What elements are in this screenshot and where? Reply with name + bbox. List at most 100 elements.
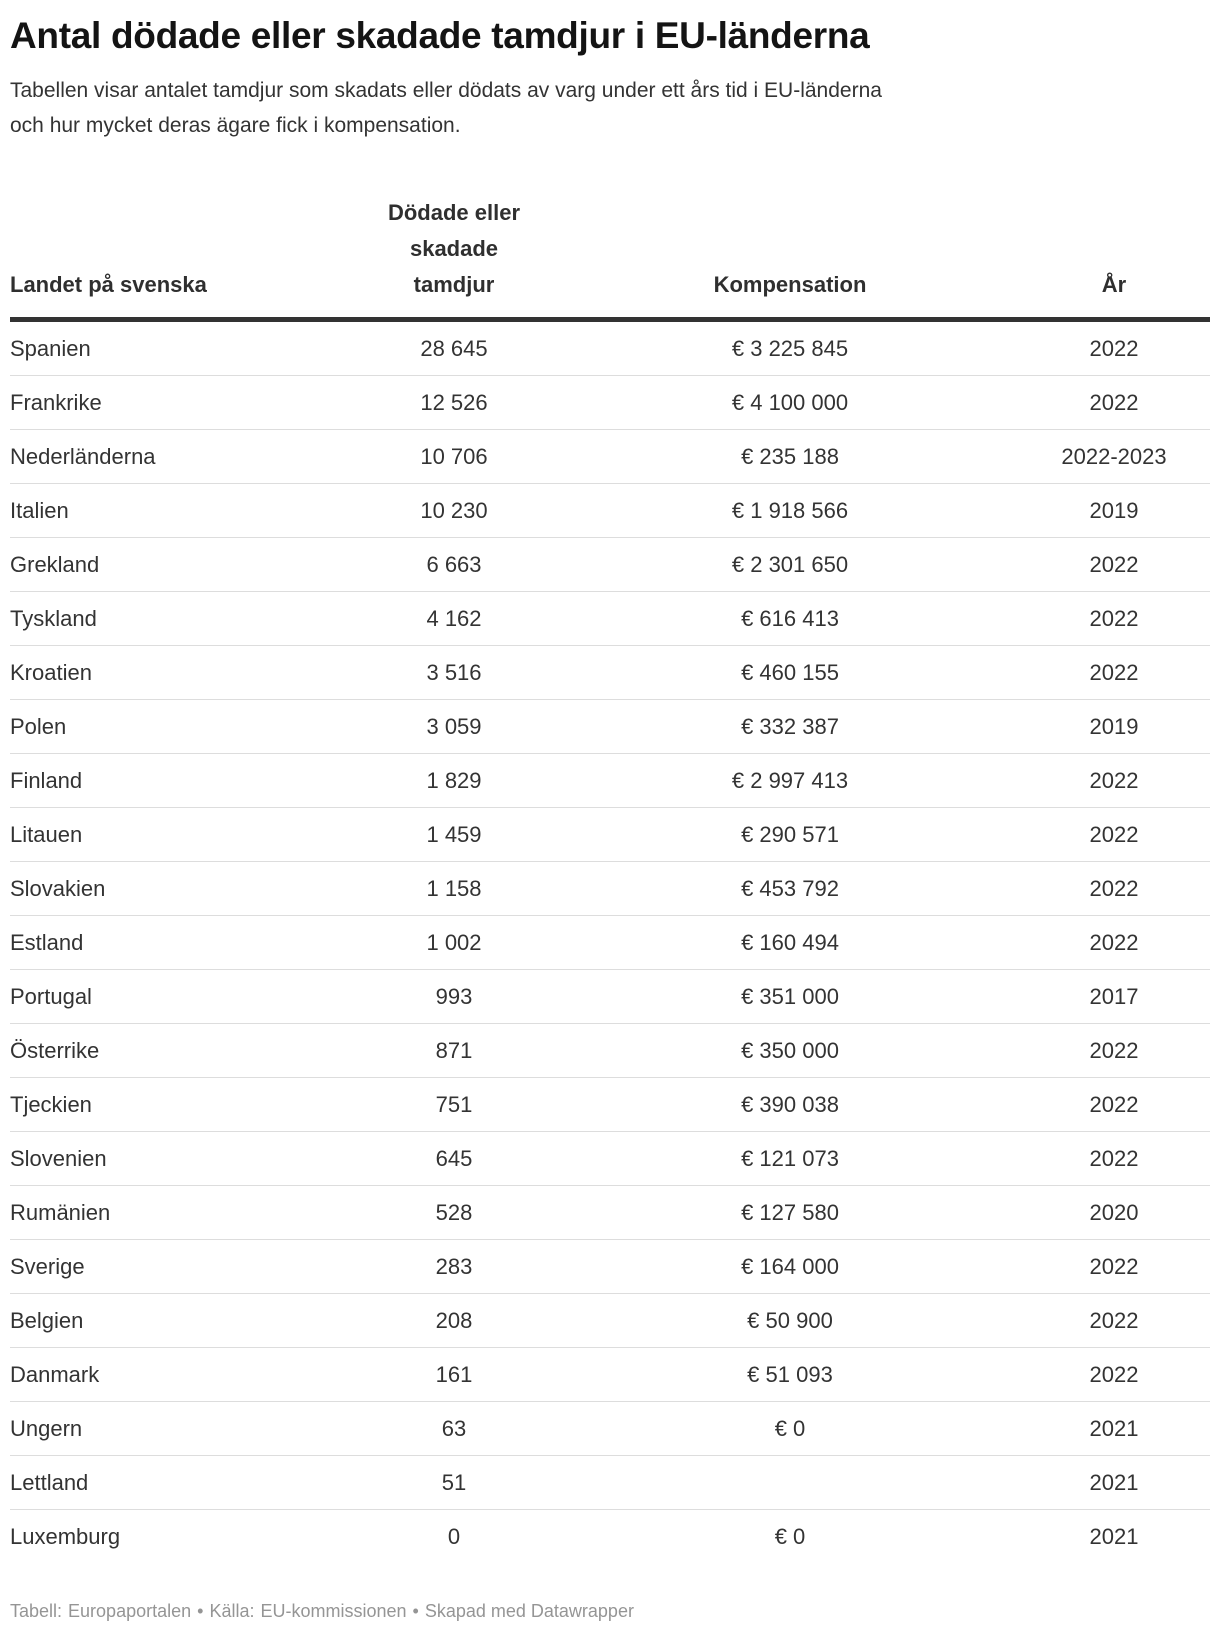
cell-compensation: € 160 494 — [562, 915, 1018, 970]
table-row: Frankrike 12 526 € 4 100 000 2022 — [10, 375, 1210, 430]
cell-killed-injured: 161 — [346, 1347, 562, 1402]
cell-country: Rumänien — [10, 1185, 346, 1240]
cell-year: 2022 — [1018, 807, 1210, 862]
table-row: Luxemburg 0 € 0 2021 — [10, 1510, 1210, 1564]
cell-country: Portugal — [10, 969, 346, 1024]
table-row: Finland 1 829 € 2 997 413 2022 — [10, 753, 1210, 808]
cell-killed-injured: 528 — [346, 1185, 562, 1240]
cell-country: Nederländerna — [10, 429, 346, 484]
cell-compensation: € 164 000 — [562, 1239, 1018, 1294]
cell-killed-injured: 645 — [346, 1131, 562, 1186]
cell-year: 2020 — [1018, 1185, 1210, 1240]
attribution: Tabell: Europaportalen • Källa: EU-kommi… — [10, 1599, 1210, 1623]
cell-country: Litauen — [10, 807, 346, 862]
cell-killed-injured: 51 — [346, 1455, 562, 1510]
cell-compensation: € 290 571 — [562, 807, 1018, 862]
cell-killed-injured: 63 — [346, 1401, 562, 1456]
column-header-killed-injured: Dödade eller skadade tamdjur — [346, 195, 562, 322]
cell-compensation: € 332 387 — [562, 699, 1018, 754]
table-row: Rumänien 528 € 127 580 2020 — [10, 1185, 1210, 1240]
cell-compensation: € 453 792 — [562, 861, 1018, 916]
cell-compensation: € 0 — [774, 1524, 806, 1549]
cell-year: 2022 — [1018, 1347, 1210, 1402]
cell-year: 2022 — [1018, 915, 1210, 970]
table-row: Belgien 208 € 50 900 2022 — [10, 1293, 1210, 1348]
table-row: Sverige 283 € 164 000 2022 — [10, 1239, 1210, 1294]
cell-country: Italien — [10, 483, 346, 538]
cell-killed-injured: 10 706 — [346, 429, 562, 484]
cell-compensation: € 235 188 — [562, 429, 1018, 484]
cell-killed-injured: 1 829 — [346, 753, 562, 808]
table-row: Polen 3 059 € 332 387 2019 — [10, 699, 1210, 754]
cell-compensation — [562, 1455, 1018, 1510]
cell-compensation: € 460 155 — [562, 645, 1018, 700]
cell-country: Danmark — [10, 1347, 346, 1402]
cell-compensation: € 127 580 — [562, 1185, 1018, 1240]
bullet-separator: • — [412, 1601, 419, 1621]
cell-killed-injured: 993 — [346, 969, 562, 1024]
table-row: Danmark 161 € 51 093 2022 — [10, 1347, 1210, 1402]
cell-year: 2022 — [1018, 645, 1210, 700]
column-header-country: Landet på svenska — [10, 195, 346, 322]
cell-killed-injured: 3 059 — [346, 699, 562, 754]
cell-country: Kroatien — [10, 645, 346, 700]
cell-year: 2022 — [1018, 861, 1210, 916]
cell-killed-injured: 751 — [346, 1077, 562, 1132]
cell-year: 2022 — [1018, 319, 1210, 376]
cell-compensation: € 4 100 000 — [562, 375, 1018, 430]
table-header-row: Landet på svenska Dödade eller skadade t… — [10, 195, 1210, 322]
cell-country: Lettland — [10, 1455, 346, 1510]
cell-killed-injured: 28 645 — [346, 319, 562, 376]
cell-country: Slovakien — [10, 861, 346, 916]
cell-compensation: € 0 — [562, 1401, 1018, 1456]
data-table: Landet på svenska Dödade eller skadade t… — [10, 195, 1210, 1563]
table-row: Tyskland 4 162 € 616 413 2022 — [10, 591, 1210, 646]
cell-year: 2019 — [1018, 699, 1210, 754]
cell-killed-injured: 1 158 — [346, 861, 562, 916]
source-label: Källa: — [209, 1601, 255, 1621]
cell-year: 2022 — [1018, 1293, 1210, 1348]
table-row: Kroatien 3 516 € 460 155 2022 — [10, 645, 1210, 700]
table-row: Portugal 993 € 351 000 2017 — [10, 969, 1210, 1024]
cell-country: Luxemburg — [10, 1524, 121, 1549]
table-row: Nederländerna 10 706 € 235 188 2022-2023 — [10, 429, 1210, 484]
cell-year: 2021 — [1018, 1455, 1210, 1510]
page-subtitle: Tabellen visar antalet tamdjur som skada… — [10, 79, 882, 137]
table-body: Spanien 28 645 € 3 225 845 2022 Frankrik… — [10, 319, 1210, 1564]
cell-compensation: € 390 038 — [562, 1077, 1018, 1132]
table-row: Lettland 51 2021 — [10, 1455, 1210, 1510]
cell-killed-injured: 208 — [346, 1293, 562, 1348]
cell-year: 2022 — [1018, 1023, 1210, 1078]
column-header-killed-injured-label: Dödade eller skadade tamdjur — [387, 200, 521, 297]
bullet-separator: • — [197, 1601, 204, 1621]
cell-year: 2022-2023 — [1018, 429, 1210, 484]
cell-killed-injured: 1 002 — [346, 915, 562, 970]
table-row: Slovenien 645 € 121 073 2022 — [10, 1131, 1210, 1186]
datawrapper-credit-link[interactable]: Skapad med Datawrapper — [424, 1601, 634, 1621]
table-row: Tjeckien 751 € 390 038 2022 — [10, 1077, 1210, 1132]
table-row: Grekland 6 663 € 2 301 650 2022 — [10, 537, 1210, 592]
cell-country: Ungern — [10, 1401, 346, 1456]
cell-killed-injured: 0 — [447, 1524, 461, 1549]
cell-compensation: € 1 918 566 — [562, 483, 1018, 538]
cell-compensation: € 350 000 — [562, 1023, 1018, 1078]
source-link[interactable]: EU-kommissionen — [260, 1601, 407, 1621]
table-credit-link[interactable]: Europaportalen — [68, 1601, 192, 1621]
cell-killed-injured: 12 526 — [346, 375, 562, 430]
table-row: Spanien 28 645 € 3 225 845 2022 — [10, 319, 1210, 376]
cell-compensation: € 50 900 — [562, 1293, 1018, 1348]
cell-year: 2022 — [1018, 537, 1210, 592]
cell-country: Sverige — [10, 1239, 346, 1294]
cell-country: Tyskland — [10, 591, 346, 646]
cell-country: Österrike — [10, 1023, 346, 1078]
column-header-year: År — [1018, 195, 1210, 322]
cell-year: 2022 — [1018, 1239, 1210, 1294]
cell-compensation: € 2 997 413 — [562, 753, 1018, 808]
cell-country: Polen — [10, 699, 346, 754]
column-header-compensation: Kompensation — [562, 195, 1018, 322]
cell-compensation: € 351 000 — [562, 969, 1018, 1024]
cell-killed-injured: 1 459 — [346, 807, 562, 862]
cell-country: Tjeckien — [10, 1077, 346, 1132]
cell-country: Spanien — [10, 319, 346, 376]
cell-year: 2021 — [1089, 1524, 1139, 1549]
